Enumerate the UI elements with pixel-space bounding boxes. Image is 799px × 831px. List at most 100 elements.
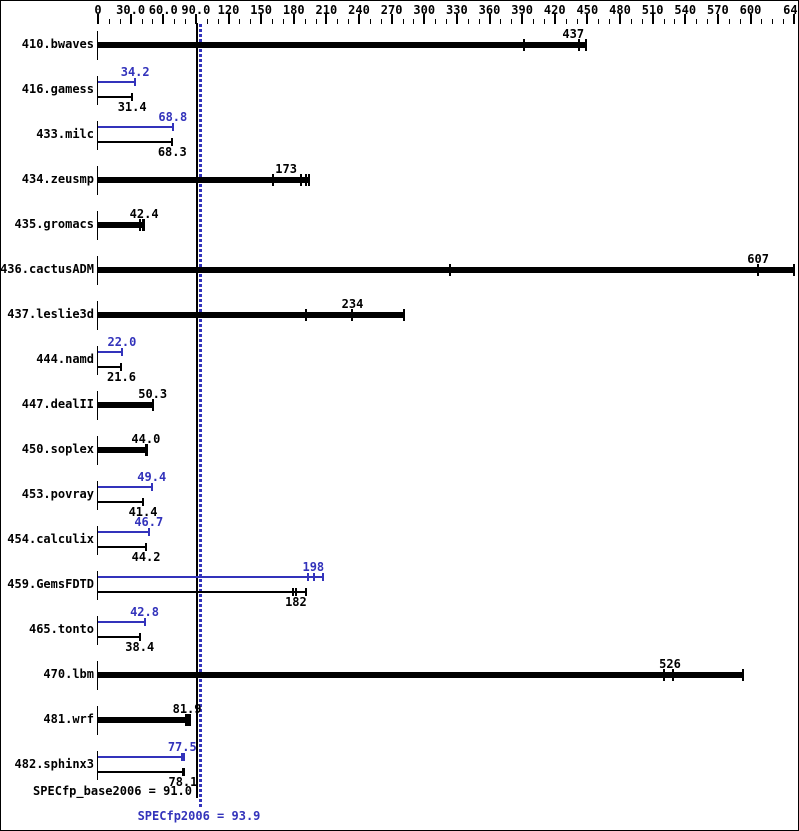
axis-minor-tick <box>304 19 306 24</box>
run-tick <box>138 219 141 231</box>
peak-value-label: 198 <box>302 560 325 574</box>
benchmark-label: 437.leslie3d <box>7 307 94 321</box>
axis-minor-tick <box>435 19 437 24</box>
axis-minor-tick <box>739 19 741 24</box>
base-bar <box>98 546 147 548</box>
peak-bar <box>98 621 145 623</box>
bar-end-cap <box>171 123 174 131</box>
base-value-label: 21.6 <box>107 370 136 384</box>
axis-tick-label: 180 <box>282 3 305 17</box>
axis-minor-tick <box>272 19 273 24</box>
run-tick <box>142 219 145 231</box>
run-tick <box>304 309 307 321</box>
axis-minor-tick <box>315 19 317 24</box>
benchmark-row: 454.calculix 46.7 44.2 <box>1 516 798 564</box>
axis-major-tick <box>651 14 654 24</box>
run-tick <box>672 669 675 681</box>
benchmark-row: 435.gromacs 42.4 <box>1 203 798 248</box>
benchmark-label: 459.GemsFDTD <box>7 577 94 591</box>
bar-end-cap <box>150 483 153 491</box>
axis-minor-tick <box>402 19 404 24</box>
axis-minor-tick <box>674 19 676 24</box>
axis-minor-tick <box>772 19 774 24</box>
base-value-label: 526 <box>659 657 681 671</box>
bar-end-cap <box>793 264 795 276</box>
axis-major-tick <box>390 14 393 24</box>
axis-major-tick <box>488 14 491 24</box>
axis-tick-label: 360 <box>478 3 501 17</box>
axis-tick-label: 270 <box>380 3 403 17</box>
base-bar <box>98 312 404 318</box>
benchmark-label: 447.dealII <box>21 397 94 411</box>
axis-tick-label: 120 <box>217 3 240 17</box>
axis-minor-tick <box>707 19 708 24</box>
peak-value-label: 68.8 <box>158 110 188 124</box>
base-value-label: 38.4 <box>125 640 155 654</box>
bar-end-cap <box>171 138 174 146</box>
benchmark-label: 481.wrf <box>43 712 94 726</box>
axis-tick-label: 510 <box>641 3 664 17</box>
benchmark-label: 410.bwaves <box>21 37 94 51</box>
run-tick <box>272 174 275 186</box>
axis-tick-label: 300 <box>413 3 436 17</box>
benchmark-label: 433.milc <box>36 127 94 141</box>
axis-minor-tick <box>641 19 643 24</box>
axis-tick-label: 390 <box>511 3 533 17</box>
axis-tick-label: 30.0 <box>116 3 146 17</box>
bar-end-cap <box>402 309 405 321</box>
axis-major-tick <box>260 14 263 24</box>
base-value-label: 68.3 <box>157 145 187 159</box>
row-baseline-bracket <box>97 481 98 510</box>
base-value-label: 50.3 <box>138 387 168 401</box>
axis-major-tick <box>162 14 165 24</box>
base-value-label: 182 <box>285 595 307 609</box>
axis-tick-label: 150 <box>250 3 272 17</box>
axis-minor-tick <box>696 19 698 24</box>
peak-value-label: 77.5 <box>167 740 197 754</box>
benchmark-row: 453.povray 49.4 41.4 <box>1 471 798 519</box>
axis-major-tick <box>455 14 458 24</box>
axis-minor-tick <box>152 19 154 24</box>
benchmark-row: 465.tonto 42.8 38.4 <box>1 606 798 654</box>
benchmark-row: 433.milc 68.8 68.3 <box>1 110 798 159</box>
axis-tick-label: 240 <box>348 3 370 17</box>
axis-minor-tick <box>565 19 567 24</box>
row-baseline-bracket <box>97 706 98 735</box>
bar-end-cap <box>138 633 141 641</box>
axis-minor-tick <box>598 19 600 24</box>
bar-end-cap <box>151 399 154 411</box>
bar-end-cap <box>147 528 150 536</box>
axis-minor-tick <box>630 19 632 24</box>
axis-tick-label: 450 <box>576 3 599 17</box>
benchmark-label: 470.lbm <box>43 667 94 681</box>
axis-minor-tick <box>663 19 665 24</box>
benchmark-row: 450.soplex 44.0 <box>1 428 798 473</box>
axis-tick-label: 0 <box>94 3 102 17</box>
base-value-label: 81.9 <box>172 702 202 716</box>
axis-minor-tick <box>250 19 252 24</box>
axis-major-tick <box>793 14 795 24</box>
axis-minor-tick <box>119 19 121 24</box>
bar-end-cap <box>182 753 185 761</box>
peak-bar <box>98 81 136 83</box>
base-bar <box>98 672 743 678</box>
run-tick <box>577 39 580 51</box>
peak-mean-line <box>199 24 203 807</box>
axis-tick-label: 210 <box>315 3 338 17</box>
axis-minor-tick <box>282 19 284 24</box>
row-baseline-bracket <box>97 391 98 420</box>
bar-end-cap <box>120 363 123 371</box>
axis-minor-tick <box>369 19 371 24</box>
run-tick <box>449 264 452 276</box>
axis-tick-label: 540 <box>674 3 697 17</box>
peak-bar <box>98 576 324 578</box>
base-bar <box>98 636 140 638</box>
benchmark-label: 453.povray <box>21 487 94 501</box>
benchmark-row: 416.gamess 34.2 31.4 <box>1 66 798 114</box>
benchmark-row: 410.bwaves 437 <box>1 23 798 68</box>
base-value-label: 437 <box>562 27 585 41</box>
base-bar <box>98 222 145 228</box>
run-tick <box>306 573 309 581</box>
run-tick <box>662 669 665 681</box>
axis-minor-tick <box>728 19 730 24</box>
